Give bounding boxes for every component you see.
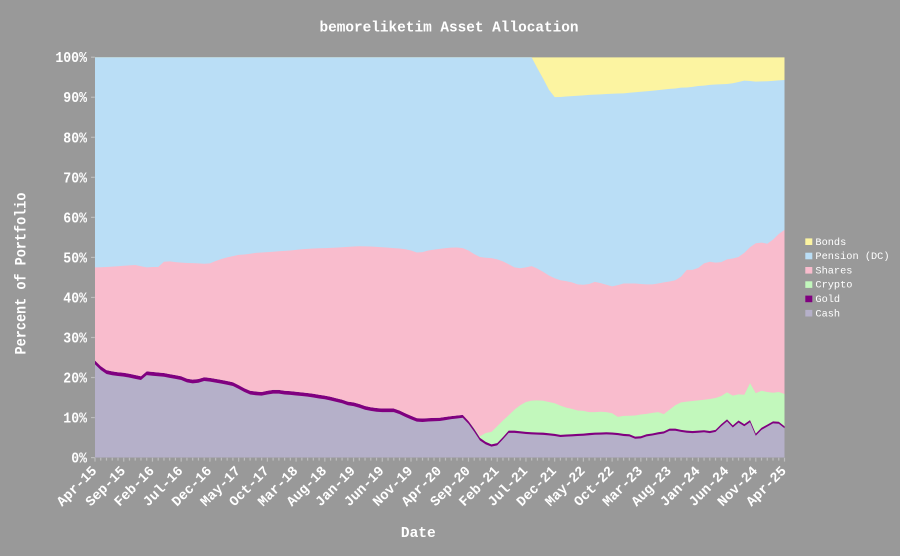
svg-text:20%: 20% <box>63 371 88 388</box>
svg-text:Bonds: Bonds <box>815 237 846 249</box>
svg-text:60%: 60% <box>63 210 88 227</box>
svg-text:70%: 70% <box>63 170 88 187</box>
svg-text:90%: 90% <box>63 90 88 107</box>
svg-text:30%: 30% <box>63 330 88 347</box>
svg-text:bemoreliketim Asset Allocation: bemoreliketim Asset Allocation <box>319 21 578 37</box>
svg-text:Gold: Gold <box>815 294 840 306</box>
svg-text:10%: 10% <box>63 411 88 428</box>
svg-text:100%: 100% <box>55 50 87 67</box>
svg-text:50%: 50% <box>63 250 88 267</box>
svg-text:80%: 80% <box>63 130 88 147</box>
svg-text:Date: Date <box>401 526 436 542</box>
svg-text:Crypto: Crypto <box>815 280 852 292</box>
svg-text:0%: 0% <box>71 451 88 468</box>
svg-text:40%: 40% <box>63 290 88 307</box>
svg-text:Cash: Cash <box>815 308 840 320</box>
svg-text:Percent of Portfolio: Percent of Portfolio <box>13 193 31 355</box>
svg-text:Shares: Shares <box>815 265 852 277</box>
svg-text:Pension (DC): Pension (DC) <box>815 251 889 263</box>
